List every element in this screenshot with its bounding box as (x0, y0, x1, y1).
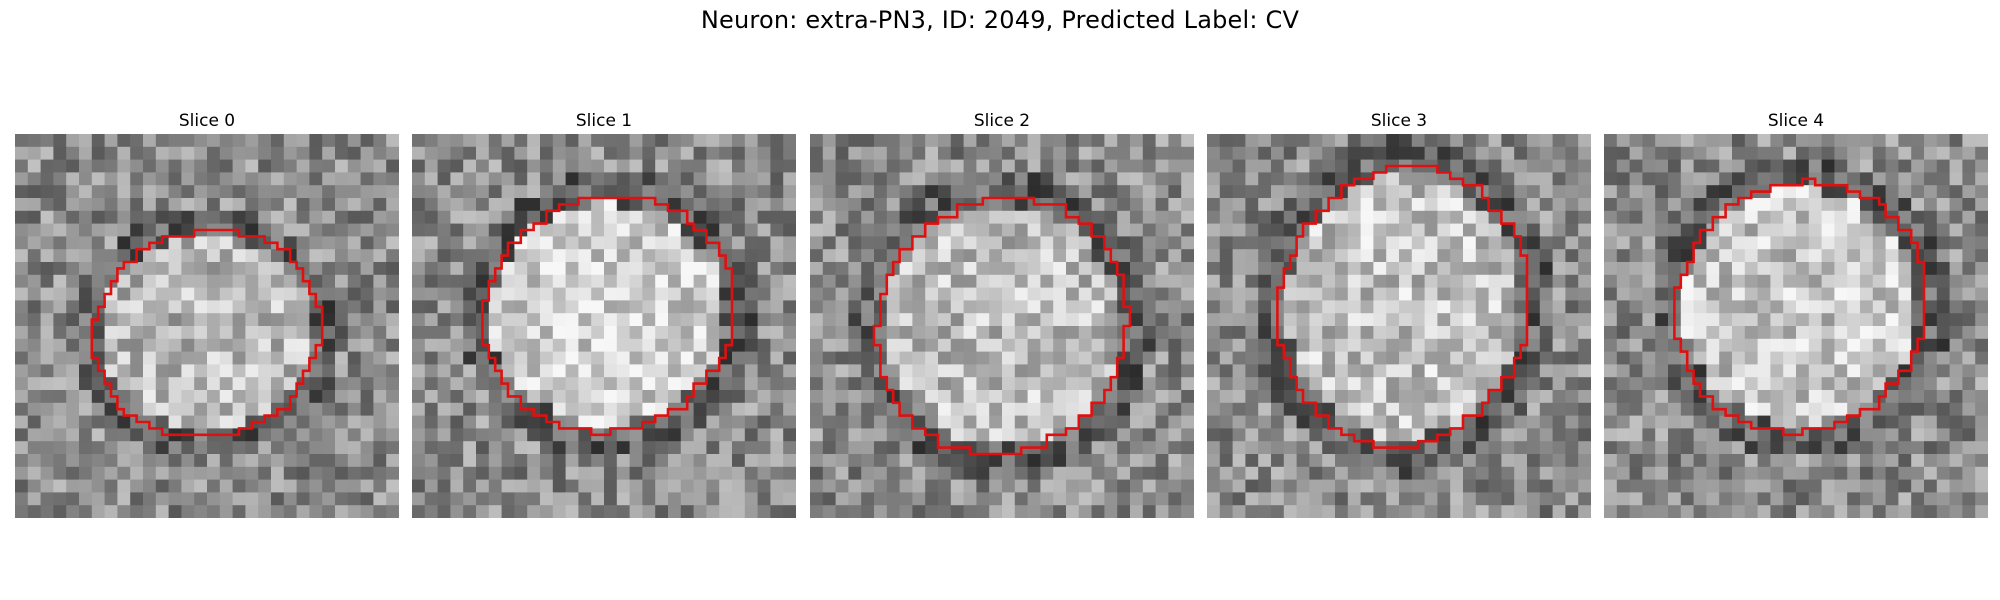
slice-image-4 (1604, 134, 1988, 518)
slice-panel-3: Slice 3 (1207, 108, 1591, 518)
pixel-grid (1207, 134, 1591, 518)
slice-panel-4: Slice 4 (1604, 108, 1988, 518)
slice-image-1 (412, 134, 796, 518)
slice-title: Slice 3 (1207, 108, 1591, 134)
pixel-grid (15, 134, 399, 518)
slice-image-3 (1207, 134, 1591, 518)
figure-title: Neuron: extra-PN3, ID: 2049, Predicted L… (0, 6, 2000, 34)
slice-panel-2: Slice 2 (810, 108, 1194, 518)
pixel-grid (412, 134, 796, 518)
slice-panel-0: Slice 0 (15, 108, 399, 518)
slice-image-2 (810, 134, 1194, 518)
slice-title: Slice 2 (810, 108, 1194, 134)
slice-title: Slice 0 (15, 108, 399, 134)
slice-title: Slice 1 (412, 108, 796, 134)
pixel-grid (810, 134, 1194, 518)
slice-panel-1: Slice 1 (412, 108, 796, 518)
slice-title: Slice 4 (1604, 108, 1988, 134)
slice-image-0 (15, 134, 399, 518)
pixel-grid (1604, 134, 1988, 518)
